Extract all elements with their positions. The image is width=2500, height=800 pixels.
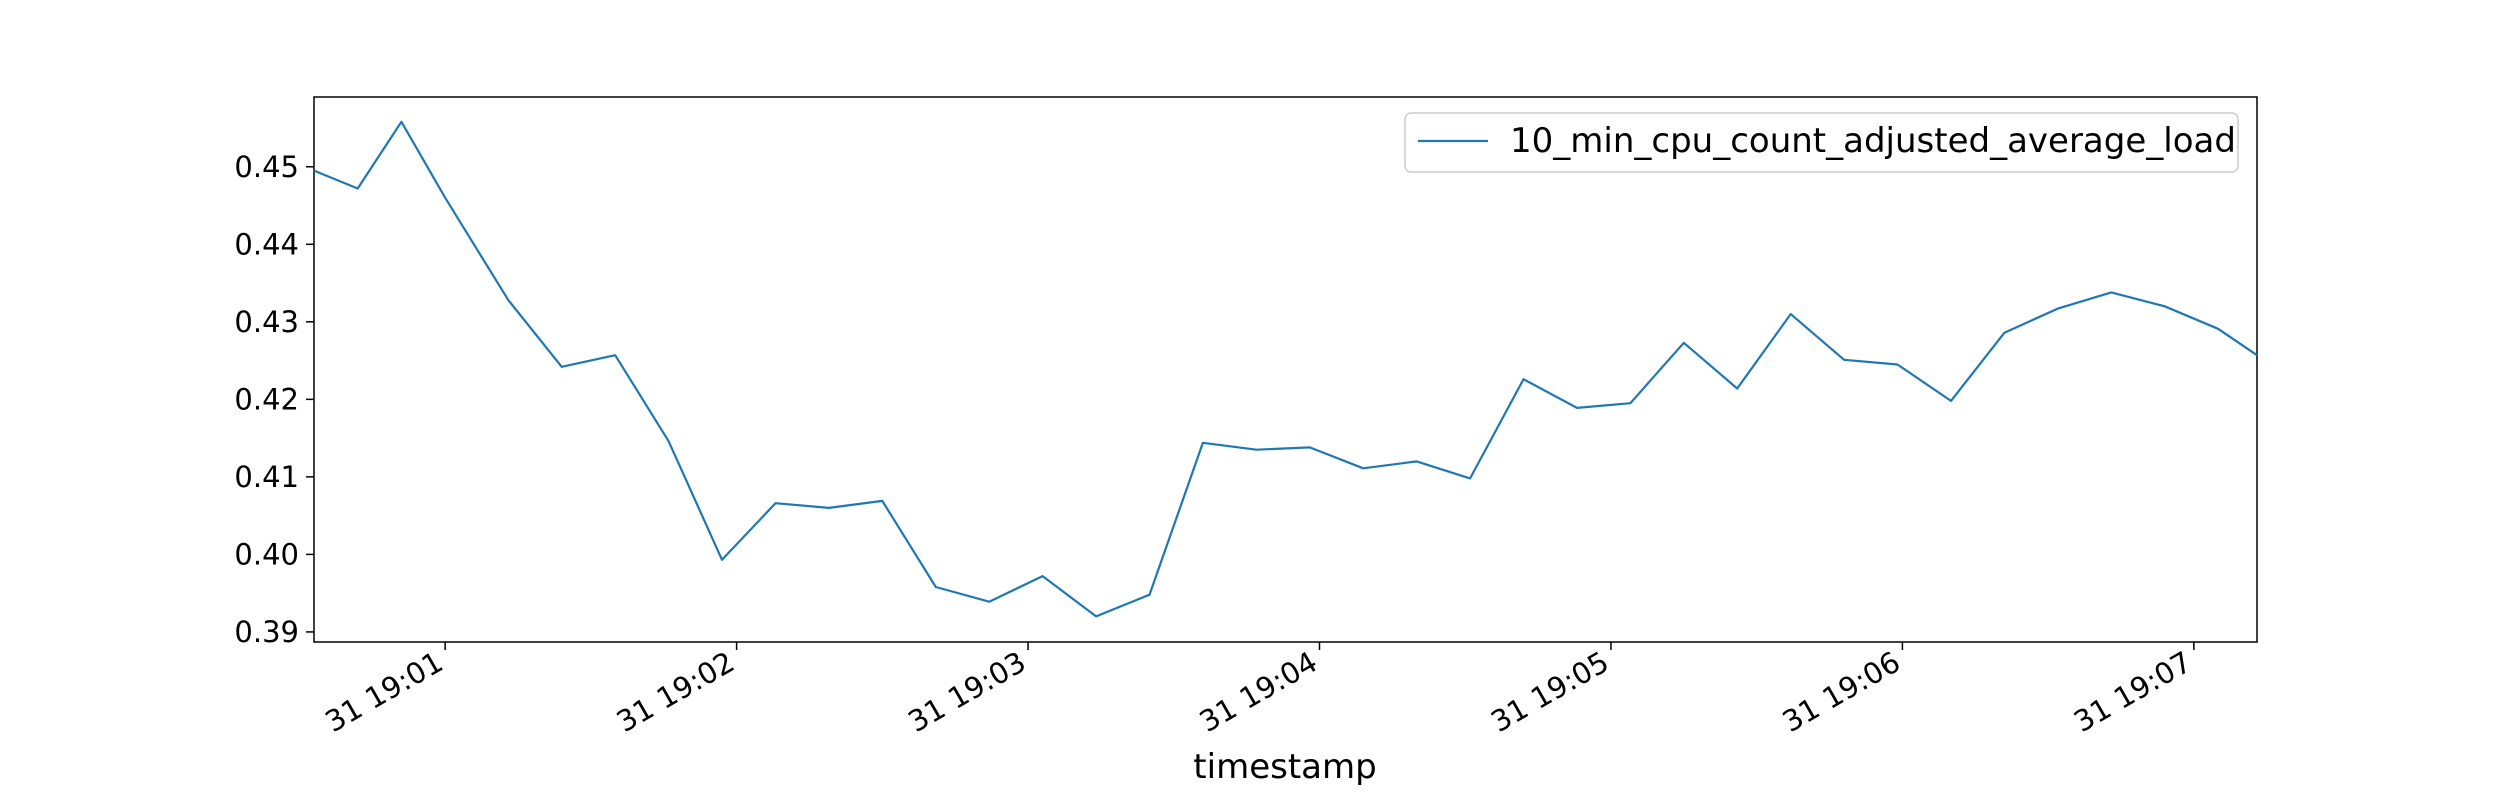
series-line-0 (313, 120, 2258, 618)
x-axis: 31 19:01 31 19:02 31 19:03 31 19:04 31 19:05… (319, 642, 2197, 739)
y-tick-label: 0.45 (234, 150, 299, 184)
legend-box (1404, 112, 2239, 173)
y-tick-label: 0.39 (234, 615, 299, 649)
y-tick-label: 0.43 (234, 305, 299, 339)
legend-label: 10_min_cpu_count_adjusted_average_load (1510, 121, 2236, 161)
series-layer (313, 120, 2258, 618)
plot-frame (313, 96, 2258, 643)
x-tick-label: 31 19:07 (2068, 645, 2197, 739)
x-tick-label: 31 19:06 (1777, 645, 1906, 739)
x-tick-label: 31 19:01 (319, 645, 448, 739)
y-tick-label: 0.41 (234, 460, 299, 494)
y-tick-label: 0.40 (234, 537, 299, 571)
x-tick-label: 31 19:03 (902, 645, 1031, 739)
x-tick-label: 31 19:04 (1194, 645, 1323, 739)
plot-area (313, 96, 2258, 643)
legend: 10_min_cpu_count_adjusted_average_load (1404, 112, 2239, 173)
y-axis: 0.39 0.40 0.41 0.42 0.43 0.44 0.45 (234, 150, 314, 649)
x-axis-title: timestamp (1193, 747, 1376, 787)
x-tick-label: 31 19:05 (1485, 645, 1614, 739)
y-tick-label: 0.42 (234, 382, 299, 416)
y-tick-label: 0.44 (234, 227, 299, 261)
x-tick-label: 31 19:02 (611, 645, 740, 739)
